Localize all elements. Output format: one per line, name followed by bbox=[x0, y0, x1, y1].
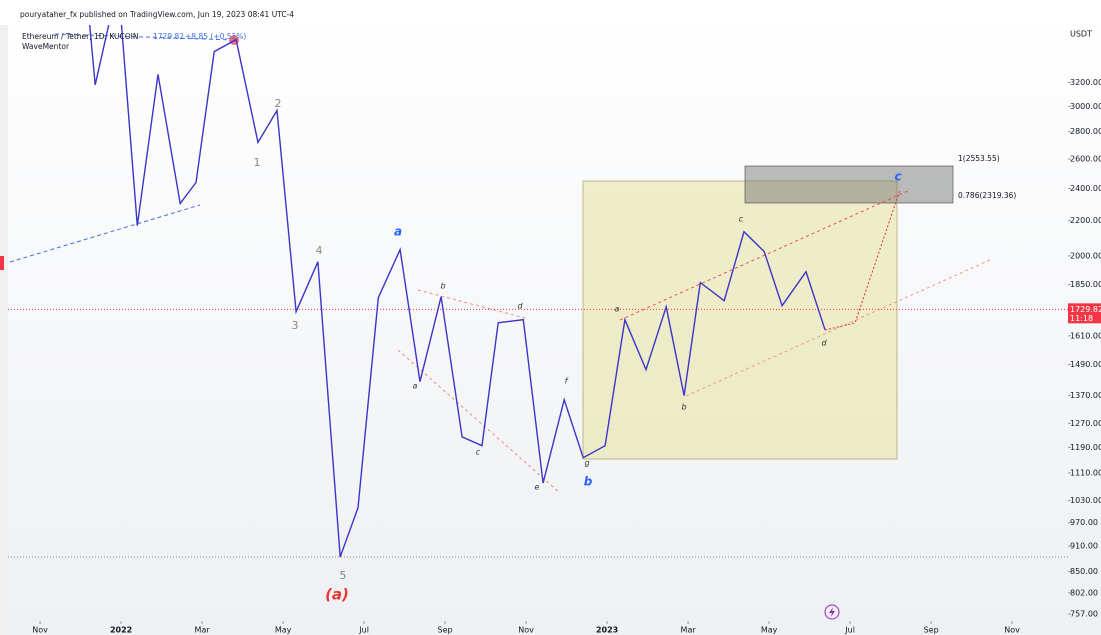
price-line bbox=[89, 25, 826, 558]
indicator: WaveMentor bbox=[22, 42, 70, 51]
x-tick-label: Sep bbox=[438, 626, 453, 635]
trend-line bbox=[417, 289, 526, 319]
y-tick-label: 2400.00 bbox=[1070, 184, 1101, 193]
y-tick-label: 2800.00 bbox=[1070, 127, 1101, 136]
x-tick-label: Jul bbox=[844, 626, 855, 635]
legend-change: +8.85 (+0.51%) bbox=[185, 32, 246, 41]
y-tick-label: 1850.00 bbox=[1070, 280, 1101, 289]
wave-label: e bbox=[535, 483, 540, 492]
wave-label: a bbox=[413, 382, 418, 391]
wave-label: c bbox=[739, 215, 744, 224]
trend-line bbox=[9, 204, 201, 263]
projection bbox=[824, 189, 901, 331]
wave-label: c bbox=[894, 170, 901, 184]
header: pouryataher_fx published on TradingView.… bbox=[20, 10, 294, 19]
y-tick-label: 1490.00 bbox=[1070, 360, 1101, 369]
wave-label: (a) bbox=[325, 586, 349, 604]
y-tick-label: 757.00 bbox=[1070, 610, 1098, 619]
wave-label: b bbox=[584, 475, 593, 489]
wave-label: d bbox=[517, 302, 523, 311]
y-tick-label: 2600.00 bbox=[1070, 155, 1101, 164]
wave-label: 1 bbox=[254, 156, 261, 169]
wave-label: 2 bbox=[275, 97, 282, 110]
x-tick-label: Nov bbox=[518, 626, 534, 635]
y-tick-label: 2200.00 bbox=[1070, 216, 1101, 225]
x-tick-label: Nov bbox=[32, 626, 48, 635]
x-tick-label: Nov bbox=[1004, 626, 1020, 635]
y-tick-label: 1190.00 bbox=[1070, 443, 1101, 452]
y-tick-label: 3200.00 bbox=[1070, 78, 1101, 87]
trend-line bbox=[54, 33, 235, 41]
x-tick-label: May bbox=[761, 626, 778, 635]
event-icon-bolt bbox=[829, 607, 835, 617]
y-tick-label: 1030.00 bbox=[1070, 496, 1101, 505]
countdown: 11:18 bbox=[1070, 314, 1093, 323]
y-tick-label: 2000.00 bbox=[1070, 251, 1101, 260]
fib-label: 0.786(2319.36) bbox=[958, 191, 1016, 200]
wave-label: d bbox=[821, 339, 827, 348]
wave-label: 4 bbox=[316, 244, 323, 257]
wave-label: f bbox=[565, 377, 569, 386]
wave-label: a bbox=[615, 305, 620, 314]
wave-label: g bbox=[584, 459, 589, 468]
x-tick-label: Mar bbox=[681, 626, 697, 635]
y-tick-label: 1610.00 bbox=[1070, 331, 1101, 340]
y-tick-label: 802.00 bbox=[1070, 588, 1098, 597]
y-tick-label: 3000.00 bbox=[1070, 102, 1101, 111]
y-tick-label: 1270.00 bbox=[1070, 419, 1101, 428]
range-box bbox=[582, 180, 898, 460]
left-marker bbox=[0, 256, 4, 270]
trend-line bbox=[685, 259, 991, 397]
fib-label: 1(2553.55) bbox=[958, 154, 1000, 163]
last-price-box bbox=[1068, 303, 1101, 324]
x-tick-label: May bbox=[275, 626, 292, 635]
legend-price: 1729.82 bbox=[153, 32, 184, 41]
x-tick-label: Jul bbox=[358, 626, 369, 635]
x-tick-label: Sep bbox=[924, 626, 939, 635]
x-tick-label: Mar bbox=[195, 626, 211, 635]
currency: USDT bbox=[1070, 30, 1092, 39]
y-tick-label: 910.00 bbox=[1070, 542, 1098, 551]
x-tick-label: 2022 bbox=[110, 626, 132, 635]
y-tick-label: 970.00 bbox=[1070, 518, 1098, 527]
last-price-label: 1729.82 bbox=[1070, 305, 1101, 314]
left-strip bbox=[0, 25, 8, 635]
wave-label: 5 bbox=[340, 569, 347, 582]
header-bar bbox=[0, 0, 1101, 25]
wave-label: 3 bbox=[292, 319, 299, 332]
event-icon[interactable] bbox=[824, 604, 840, 620]
wave-label: b bbox=[440, 282, 445, 291]
wave-label: a bbox=[394, 225, 402, 239]
legend: Ethereum / Tether, 1D, KUCOIN 1729.82 +8… bbox=[22, 32, 246, 51]
symbol: Ethereum / Tether, 1D, KUCOIN bbox=[22, 32, 139, 41]
y-tick-label: 1370.00 bbox=[1070, 391, 1101, 400]
wave-label: c bbox=[476, 448, 481, 457]
y-tick-label: 1110.00 bbox=[1070, 468, 1101, 477]
plot bbox=[8, 25, 1068, 558]
x-tick-label: 2023 bbox=[596, 626, 618, 635]
trend-line bbox=[397, 349, 561, 494]
wave-label: b bbox=[681, 403, 686, 412]
y-tick-label: 850.00 bbox=[1070, 567, 1098, 576]
fib-zone bbox=[744, 165, 954, 204]
